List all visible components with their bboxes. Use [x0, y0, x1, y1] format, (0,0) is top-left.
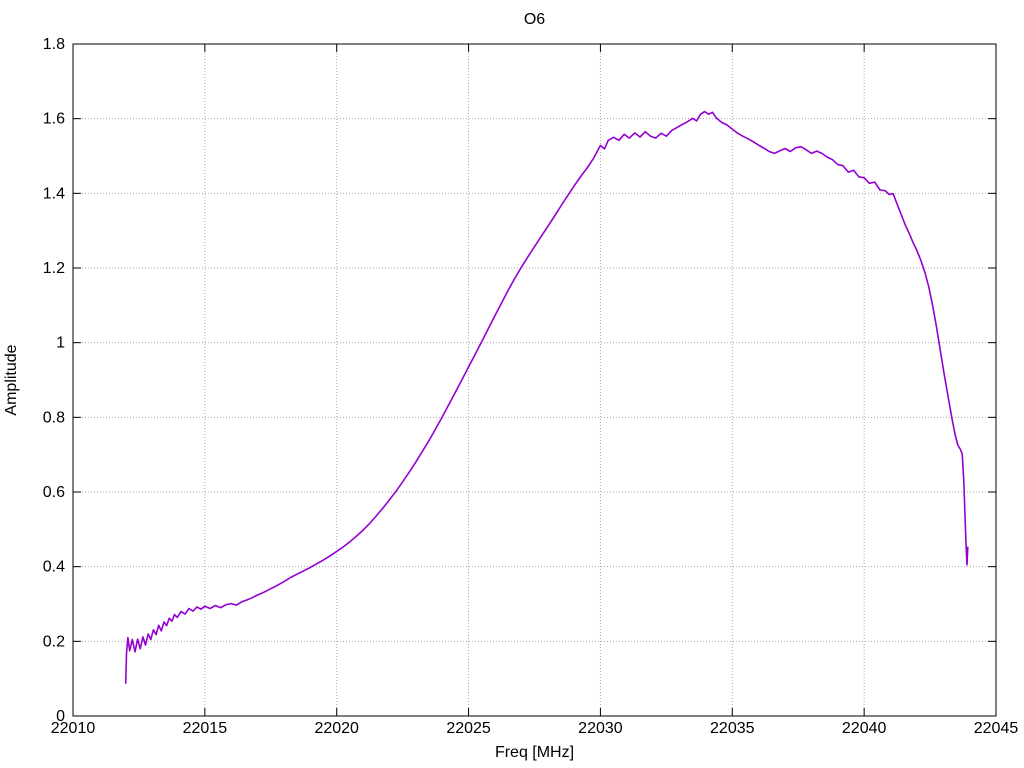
y-tick-label: 0: [56, 708, 65, 725]
y-tick-label: 1.8: [43, 36, 65, 53]
y-tick-label: 0.8: [43, 409, 65, 426]
plot-border: [72, 43, 997, 717]
x-tick-label: 22025: [446, 720, 491, 737]
grid-lines: [73, 44, 996, 716]
curve-O6: [124, 110, 969, 684]
x-axis-label: Freq [MHz]: [495, 744, 574, 761]
x-tick-label: 22040: [842, 720, 887, 737]
tick-labels: 22010 22015 22020 22025 22030 22035 22040 22045…: [43, 36, 1019, 737]
y-axis-label: Amplitude: [3, 344, 20, 415]
y-tick-label: 1: [56, 335, 65, 352]
x-tick-label: 22045: [974, 720, 1019, 737]
data-curve: [124, 110, 969, 684]
y-tick-label: 1.6: [43, 111, 65, 128]
x-tick-label: 22010: [51, 720, 96, 737]
y-tick-label: 0.2: [43, 633, 65, 650]
x-tick-label: 22030: [578, 720, 623, 737]
chart-title: O6: [524, 11, 545, 28]
y-tick-label: 0.6: [43, 484, 65, 501]
y-tick-label: 1.2: [43, 260, 65, 277]
x-tick-label: 22015: [183, 720, 228, 737]
y-tick-label: 1.4: [43, 185, 65, 202]
x-tick-label: 22035: [710, 720, 755, 737]
axis-ticks: [72, 43, 997, 717]
x-tick-label: 22020: [314, 720, 359, 737]
y-tick-label: 0.4: [43, 559, 65, 576]
